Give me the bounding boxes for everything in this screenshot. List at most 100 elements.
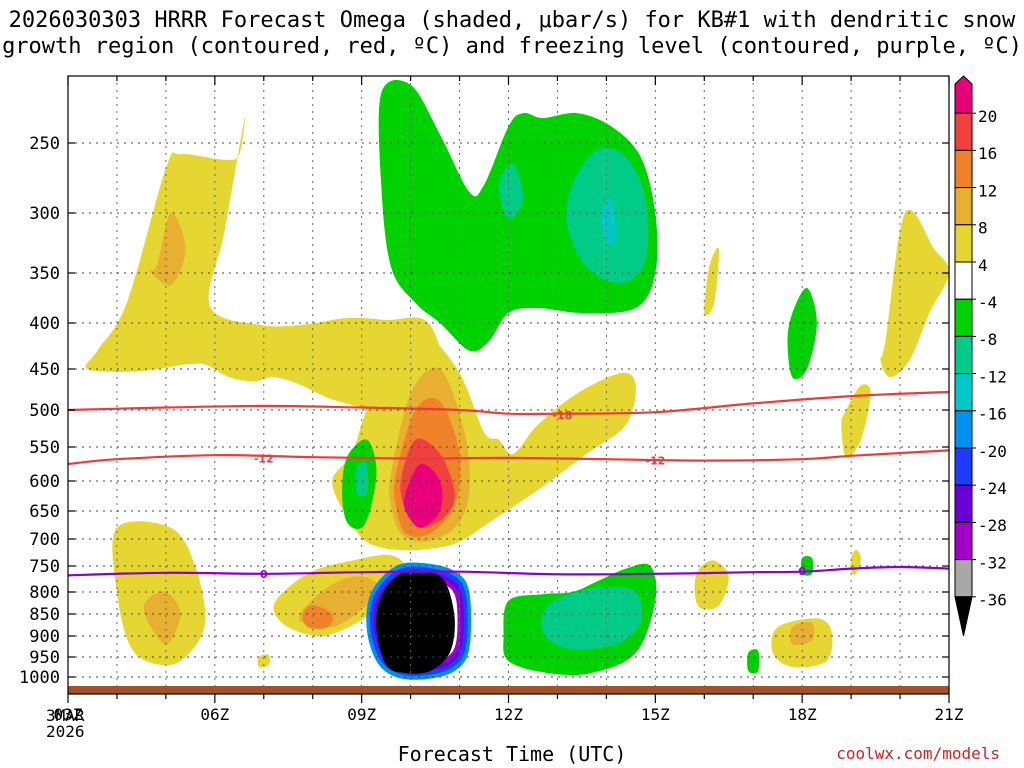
colorbar-label--16: -16 (978, 405, 1007, 424)
colorbar-band--8 (954, 298, 973, 337)
omega-shading-layer (85, 80, 949, 680)
y-tick-label-550: 550 (29, 438, 60, 458)
colorbar-label--4: -4 (978, 293, 997, 312)
temperature-contours: -18 -12 -12 0 0 (68, 390, 949, 581)
contour-label-text: 0 (798, 565, 806, 578)
omega-region-upward-motion-small-4 (841, 384, 871, 458)
contour-label--12: -12 (254, 453, 274, 466)
contour-label-text: -18 (552, 409, 572, 422)
x-tick-label-18Z: 18Z (788, 705, 817, 724)
x-tick-label-21Z: 21Z (935, 705, 964, 724)
y-tick-label-650: 650 (29, 502, 60, 522)
colorbar-label--8: -8 (978, 330, 997, 349)
colorbar-label-12: 12 (978, 181, 997, 200)
y-tick-label-900: 900 (29, 627, 60, 647)
y-tick-label-1000: 1000 (19, 668, 60, 688)
x-tick-label-15Z: 15Z (641, 705, 670, 724)
colorbar-legend: 20 16 12 8 4 -4 -8 -12 -16 -20 -24 -28 -32 -36 (954, 75, 1007, 637)
date-label-year: 2026 (46, 722, 85, 741)
y-tick-label-300: 300 (29, 204, 60, 224)
omega-region-upward-motion-small-2 (694, 560, 729, 610)
y-tick-label-700: 700 (29, 530, 60, 550)
colorbar-band--32 (954, 521, 973, 561)
colorbar-band--12 (954, 335, 973, 375)
y-tick-label-950: 950 (29, 648, 60, 668)
colorbar-band--4 (954, 261, 973, 300)
colorbar-band-below (954, 596, 973, 637)
colorbar-label--12: -12 (978, 367, 1007, 386)
omega-region-upward-motion-small-5 (850, 549, 861, 575)
date-label-day: 3MAR (46, 706, 85, 725)
ground-surface-bar (68, 686, 949, 694)
chart-title-line-1: 2026030303 HRRR Forecast Omega (shaded, … (8, 8, 1016, 33)
colorbar-band--16 (954, 373, 973, 412)
colorbar-label-16: 16 (978, 144, 997, 163)
omega-region-upward-motion-small-1 (257, 654, 270, 668)
y-tick-label-600: 600 (29, 472, 60, 492)
contour--18-line (68, 390, 949, 416)
colorbar-band--28 (954, 484, 973, 523)
colorbar-label--32: -32 (978, 553, 1007, 572)
omega-region-sinking-core-inner (376, 570, 455, 674)
omega-region-sinking-lower-center-12 (541, 586, 643, 650)
y-tick-label-750: 750 (29, 557, 60, 577)
omega-region-sinking-mid-left-12 (355, 461, 368, 497)
contour-0-line (68, 565, 949, 577)
colorbar-band--20 (954, 410, 973, 449)
omega-region-upward-motion-lower-right-8 (789, 622, 815, 646)
chart-title-line-2: growth region (contoured, red, ºC) and f… (2, 34, 1022, 59)
omega-region-upward-motion-small-3 (704, 247, 720, 316)
y-tick-label-800: 800 (29, 583, 60, 603)
colorbar-label-20: 20 (978, 107, 997, 126)
colorbar-label--36: -36 (978, 591, 1007, 610)
omega-region-sinking-upper-center-16 (601, 198, 617, 245)
colorbar-band-4 (954, 224, 973, 263)
contour-label-0: 0 (260, 568, 268, 581)
y-tick-label-250: 250 (29, 134, 60, 154)
colorbar-band-8 (954, 187, 973, 226)
omega-region-sinking-lower-right-2 (747, 649, 760, 674)
y-tick-label-850: 850 (29, 605, 60, 625)
contour-label-text: -12 (645, 455, 665, 468)
colorbar-label--24: -24 (978, 479, 1007, 498)
colorbar-label--20: -20 (978, 442, 1007, 461)
contour-label-text: 0 (260, 568, 268, 581)
y-tick-label-350: 350 (29, 264, 60, 284)
colorbar-band-16 (954, 112, 973, 151)
colorbar-label--28: -28 (978, 516, 1007, 535)
omega-region-upward-motion-right (880, 209, 949, 378)
y-tick-label-450: 450 (29, 360, 60, 380)
x-tick-label-12Z: 12Z (494, 705, 523, 724)
colorbar-label-4: 4 (978, 256, 988, 275)
date-label: 3MAR 2026 (46, 708, 85, 740)
site-credit: coolwx.com/models (836, 744, 1000, 763)
contour--12-line (68, 449, 949, 466)
contour-label-text: -12 (254, 453, 274, 466)
contour-label--12: -12 (645, 455, 665, 468)
x-axis-title: Forecast Time (UTC) (397, 742, 627, 766)
y-tick-label-500: 500 (29, 401, 60, 421)
contour-label-0: 0 (798, 565, 806, 578)
colorbar-band--24 (954, 447, 973, 486)
colorbar-band-12 (954, 149, 973, 189)
colorbar-label-8: 8 (978, 219, 988, 238)
gridlines (68, 76, 949, 690)
colorbar-band-20 (954, 75, 973, 114)
omega-region-sinking-upper-center (378, 80, 658, 352)
omega-region-upward-motion-lower-left-8 (143, 591, 181, 645)
omega-region-upward-motion-upper-left-8 (145, 212, 186, 286)
contour-label--18: -18 (552, 409, 572, 422)
omega-region-sinking-upper-right (787, 287, 817, 380)
omega-region-sinking-upper-center-12b (498, 163, 524, 220)
y-tick-label-400: 400 (29, 314, 60, 334)
omega-region-upward-motion-lower-center-12 (302, 605, 334, 629)
y-axis: 2503003504004505005506006507007508008509… (19, 134, 949, 688)
x-tick-label-09Z: 09Z (347, 705, 376, 724)
omega-region-upward-motion-center-20 (403, 463, 443, 528)
x-axis: 03Z 06Z 09Z 12Z 15Z 18Z 21Z (54, 76, 964, 724)
x-tick-label-06Z: 06Z (200, 705, 229, 724)
x-tick-label-03Z: 03Z (54, 705, 83, 724)
colorbar-band--36 (954, 559, 973, 598)
omega-region-upward-motion-upper-left (85, 117, 446, 454)
